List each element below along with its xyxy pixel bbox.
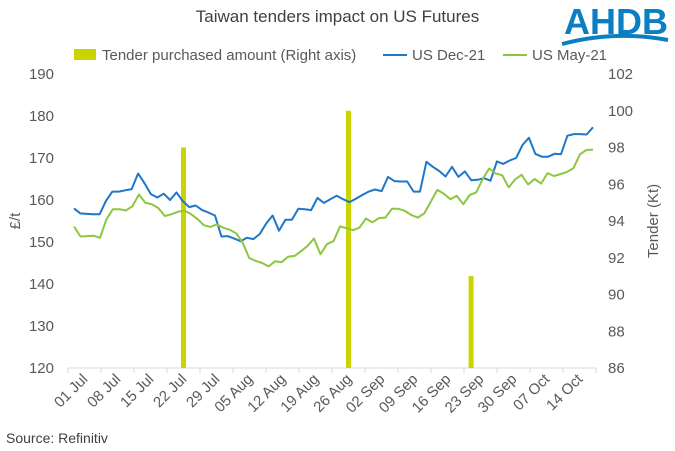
y-tick-label: 190	[29, 66, 54, 83]
x-tick-label: 01 Jul	[51, 371, 91, 411]
y2-tick-label: 92	[608, 250, 625, 267]
x-tick-label: 08 Jul	[84, 371, 124, 411]
legend-label: US May-21	[532, 47, 607, 64]
y-tick-label: 180	[29, 108, 54, 125]
y2-tick-label: 102	[608, 66, 633, 83]
y-axis-title: £/t	[7, 212, 24, 230]
x-tick-label: 15 Jul	[117, 371, 157, 411]
y-tick-label: 120	[29, 360, 54, 377]
x-tick-label: 14 Oct	[543, 370, 587, 414]
legend-label: US Dec-21	[412, 47, 485, 64]
y2-tick-label: 86	[608, 360, 625, 377]
legend-label: Tender purchased amount (Right axis)	[102, 47, 356, 64]
tender-bar	[468, 276, 474, 368]
source-note: Source: Refinitiv	[6, 430, 108, 446]
y-tick-label: 160	[29, 192, 54, 209]
y2-tick-label: 88	[608, 323, 625, 340]
chart-title: Taiwan tenders impact on US Futures	[195, 7, 480, 26]
y2-tick-label: 96	[608, 176, 625, 193]
y2-axis-title: Tender (Kt)	[645, 184, 662, 258]
y2-tick-label: 94	[608, 213, 625, 230]
y2-tick-label: 100	[608, 103, 633, 120]
tender-bar	[181, 147, 186, 368]
ahdb-logo: AHDB	[561, 1, 669, 46]
series-line-us-dec-21	[73, 126, 594, 243]
tender-bar	[346, 110, 351, 368]
y-tick-label: 140	[29, 276, 54, 293]
y-tick-label: 130	[29, 318, 54, 335]
x-tick-label: 22 Jul	[150, 371, 190, 411]
series-line-us-may-21	[73, 148, 594, 268]
y-tick-label: 170	[29, 150, 54, 167]
legend-swatch-tender	[74, 49, 96, 60]
y2-tick-label: 98	[608, 140, 625, 157]
y2-tick-label: 90	[608, 287, 625, 304]
logo-swoosh-icon	[561, 33, 669, 46]
y-tick-label: 150	[29, 234, 54, 251]
